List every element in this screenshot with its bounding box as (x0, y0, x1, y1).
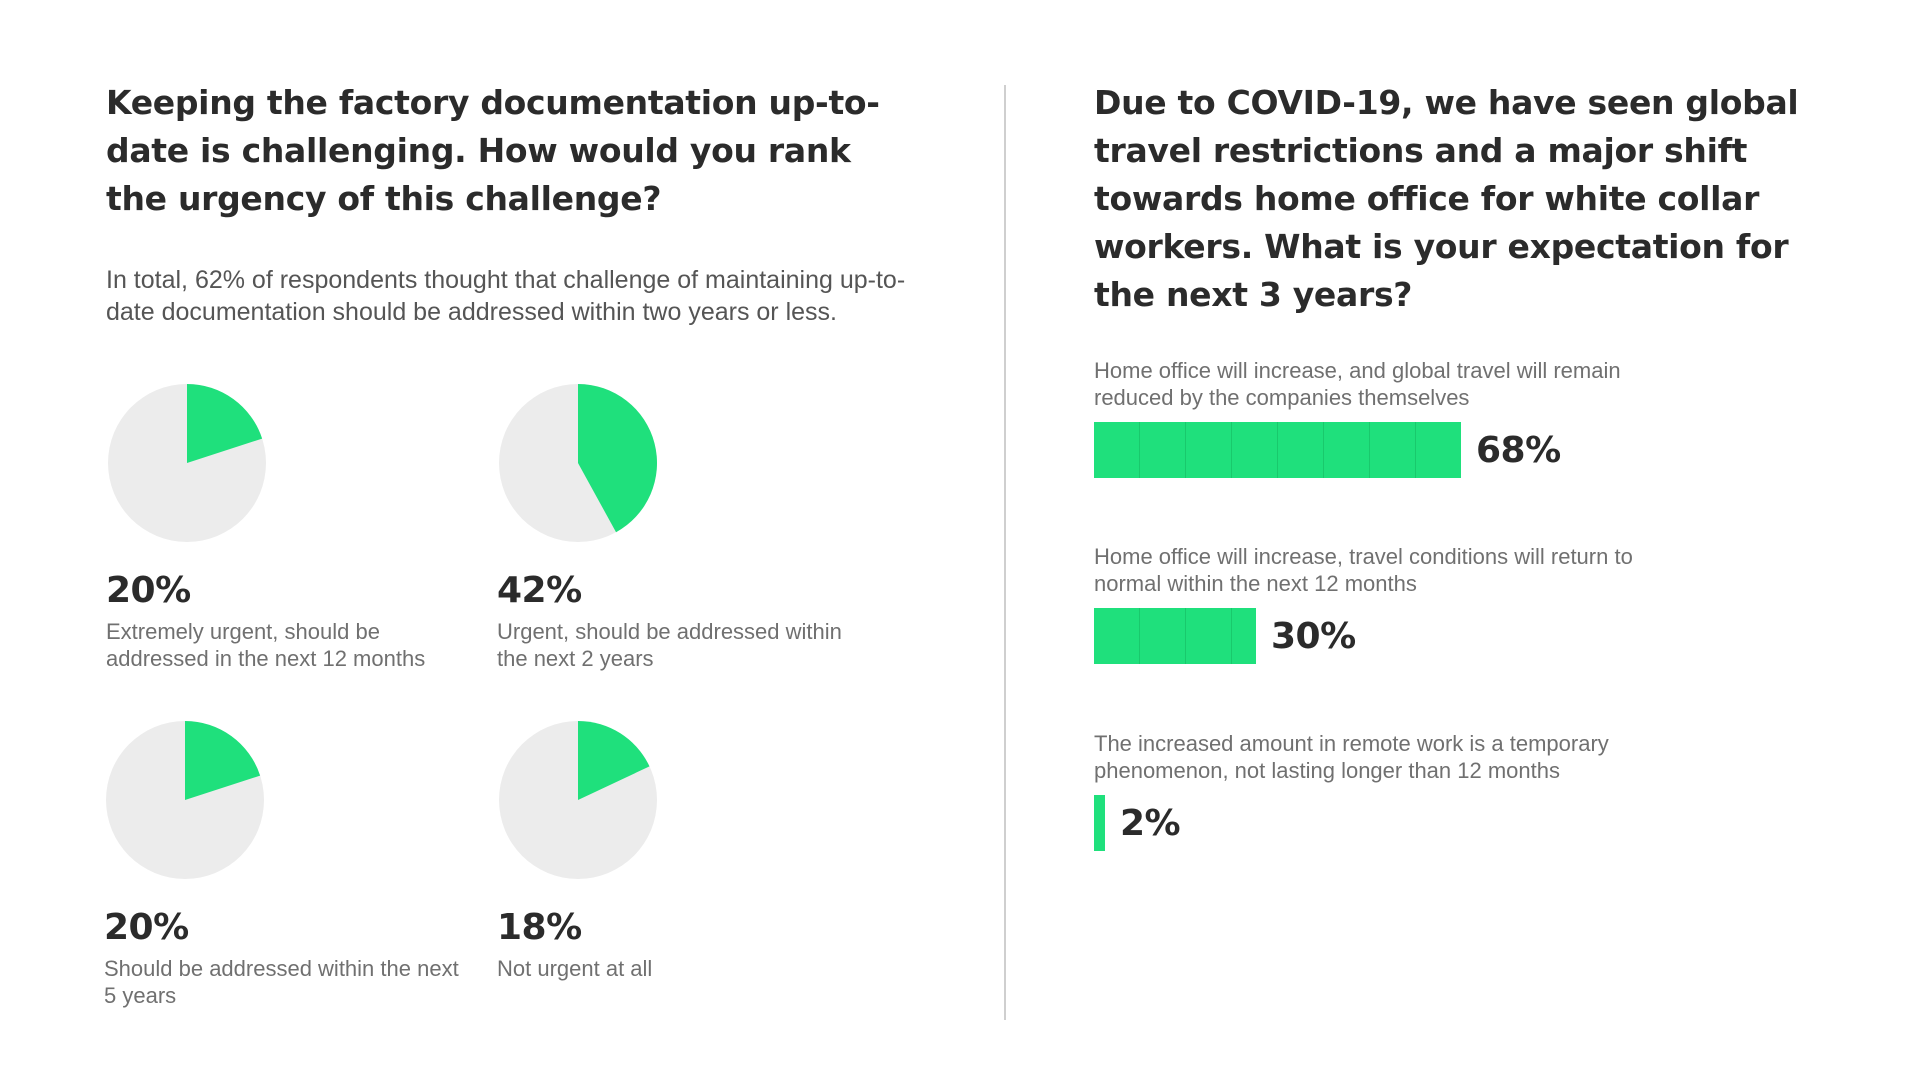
pie-slice (185, 721, 261, 800)
bar-segment (1324, 422, 1370, 478)
column-divider (1004, 85, 1006, 1020)
pie-category-label: Extremely urgent, should be addressed in… (106, 619, 426, 671)
pie-chart (108, 384, 266, 542)
bar-segment (1232, 608, 1256, 664)
bar-row: 30% (1094, 608, 1854, 664)
bar-category-label: Home office will increase, travel condit… (1094, 544, 1633, 596)
pie-chart (499, 721, 657, 879)
bar-segment (1140, 422, 1186, 478)
bar-segment (1186, 608, 1232, 664)
pie-percent-label: 20% (104, 907, 189, 948)
pie-slice (187, 384, 263, 463)
right-question-heading: Due to COVID-19, we have seen global tra… (1094, 83, 1799, 314)
bar-segment (1186, 422, 1232, 478)
bar-percent-label: 2% (1120, 802, 1181, 844)
left-question-heading: Keeping the factory documentation up-to-… (106, 83, 880, 218)
bar-item-home-office-reduced-travel: Home office will increase, and global tr… (1094, 357, 1854, 478)
pie-percent-label: 18% (497, 907, 582, 948)
pie-item-extremely-urgent: 20% Extremely urgent, should be addresse… (106, 382, 466, 672)
bar-percent-label: 68% (1476, 429, 1561, 471)
bar-percent-label: 30% (1271, 615, 1356, 657)
bar-fill (1094, 795, 1105, 851)
bar-segment (1370, 422, 1416, 478)
bar-segment (1416, 422, 1461, 478)
bar-category-label: The increased amount in remote work is a… (1094, 731, 1609, 783)
pie-chart (499, 384, 658, 542)
pie-percent-label: 20% (106, 570, 191, 611)
pie-chart (106, 721, 264, 879)
pie-category-label: Urgent, should be addressed within the n… (497, 619, 842, 671)
pie-slice (578, 721, 650, 800)
bar-fill (1094, 422, 1461, 478)
bar-segment (1094, 422, 1140, 478)
pie-category-label: Should be addressed within the next 5 ye… (104, 956, 459, 1008)
bar-row: 68% (1094, 422, 1854, 478)
bar-segment (1094, 608, 1140, 664)
pie-percent-label: 42% (497, 570, 582, 611)
bar-row: 2% (1094, 795, 1854, 851)
bar-fill (1094, 608, 1256, 664)
bar-category-label: Home office will increase, and global tr… (1094, 358, 1621, 410)
pie-item-urgent: 42% Urgent, should be addressed within t… (497, 382, 857, 672)
pie-item-five-years: 20% Should be addressed within the next … (104, 719, 464, 1009)
bar-segment (1232, 422, 1278, 478)
pie-category-label: Not urgent at all (497, 956, 653, 981)
pie-slice (578, 384, 658, 533)
bar-segment (1278, 422, 1324, 478)
bar-item-travel-normal: Home office will increase, travel condit… (1094, 543, 1854, 664)
bar-item-temporary-phenomenon: The increased amount in remote work is a… (1094, 730, 1854, 851)
bar-segment (1094, 795, 1105, 851)
bar-segment (1140, 608, 1186, 664)
left-summary-text: In total, 62% of respondents thought tha… (106, 266, 906, 326)
pie-item-not-urgent: 18% Not urgent at all (497, 719, 857, 982)
